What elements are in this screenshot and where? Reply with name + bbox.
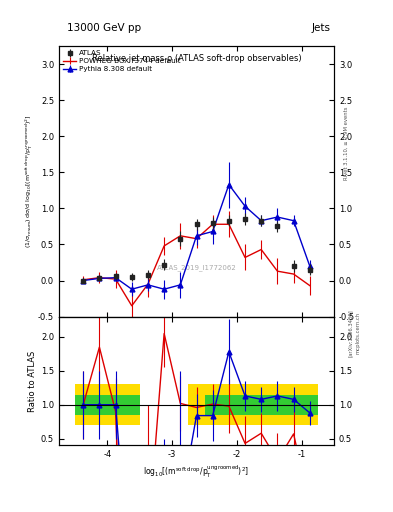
Y-axis label: Ratio to ATLAS: Ratio to ATLAS [28,350,37,412]
Legend: ATLAS, POWHEG BOX r3744 default, Pythia 8.308 default: ATLAS, POWHEG BOX r3744 default, Pythia … [62,49,182,74]
Text: [arXiv:1306.3436]: [arXiv:1306.3436] [348,309,353,357]
X-axis label: log$_{10}$[(m$^{\mathrm{soft\ drop}}$/p$_{\mathrm{T}}^{\mathrm{ungroomed}}$)$^{2: log$_{10}$[(m$^{\mathrm{soft\ drop}}$/p$… [143,463,250,480]
Text: ATLAS_2019_I1772062: ATLAS_2019_I1772062 [157,265,236,271]
Y-axis label: (1/σ$_{\mathrm{resum}}$) dσ/d log$_{10}$[(m$^{\mathrm{soft\ drop}}$/p$_{\mathrm{: (1/σ$_{\mathrm{resum}}$) dσ/d log$_{10}$… [24,114,35,248]
Text: Rivet 3.1.10, ≥ 2.9M events: Rivet 3.1.10, ≥ 2.9M events [344,106,349,180]
Text: Jets: Jets [311,23,330,33]
Text: Relative jet mass ρ (ATLAS soft-drop observables): Relative jet mass ρ (ATLAS soft-drop obs… [92,54,301,63]
Text: 13000 GeV pp: 13000 GeV pp [67,23,141,33]
Text: mcplots.cern.ch: mcplots.cern.ch [356,312,361,354]
